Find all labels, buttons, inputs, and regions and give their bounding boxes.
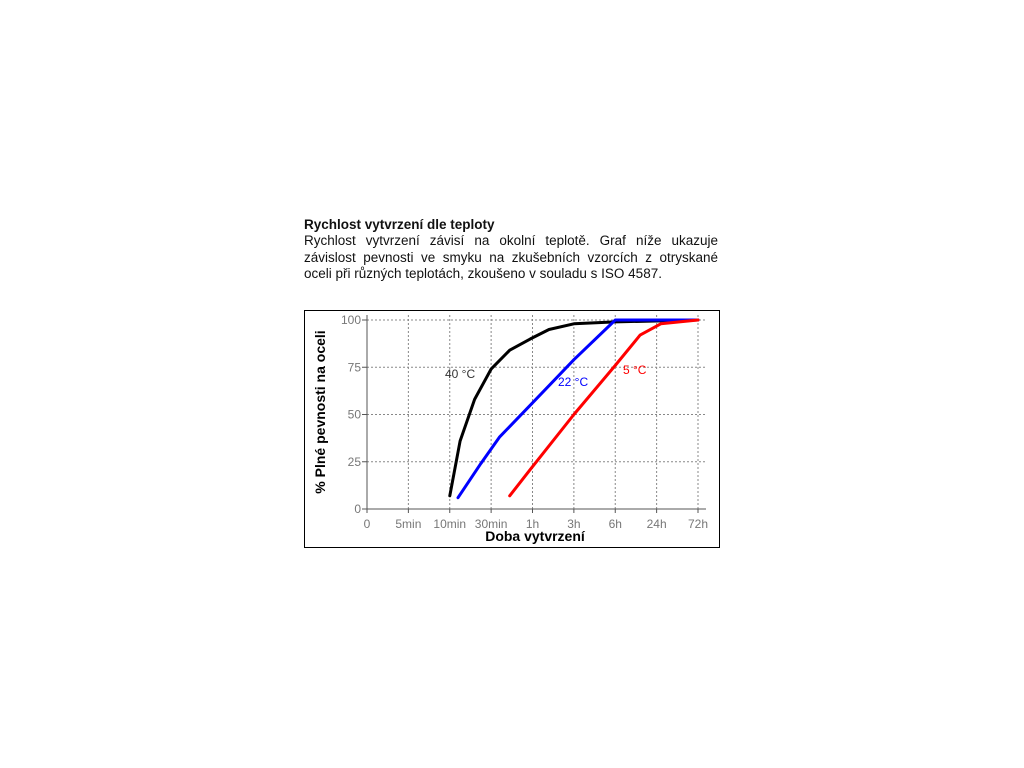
series-label: 40 °C — [445, 367, 475, 381]
y-tick-label: 25 — [348, 455, 362, 469]
y-tick-label: 0 — [354, 502, 361, 516]
y-tick-label: 50 — [348, 408, 362, 422]
chart-frame — [304, 310, 720, 548]
x-tick-label: 0 — [364, 517, 371, 531]
y-tick-label: 100 — [341, 313, 361, 327]
x-tick-label: 72h — [688, 517, 708, 531]
document: Rychlost vytvrzení dle teploty Rychlost … — [304, 217, 718, 283]
doc-paragraph: Rychlost vytvrzení závisí na okolní tepl… — [304, 233, 718, 282]
x-tick-label: 5min — [395, 517, 421, 531]
series-line — [448, 318, 700, 498]
series-label: 22 °C — [558, 375, 588, 389]
x-tick-label: 30min — [475, 517, 508, 531]
y-tick-label: 75 — [348, 360, 362, 374]
x-tick-label: 10min — [433, 517, 466, 531]
x-tick-label: 1h — [526, 517, 539, 531]
x-tick-label: 3h — [567, 517, 580, 531]
series-line — [508, 318, 700, 498]
x-axis-label: Doba vytvrzení — [485, 528, 586, 544]
doc-title: Rychlost vytvrzení dle teploty — [304, 217, 495, 232]
y-axis-label: % Plné pevnosti na oceli — [312, 330, 328, 493]
series-label: 5 °C — [623, 363, 647, 377]
series-line — [456, 318, 700, 500]
x-tick-label: 24h — [647, 517, 667, 531]
x-tick-label: 6h — [609, 517, 622, 531]
